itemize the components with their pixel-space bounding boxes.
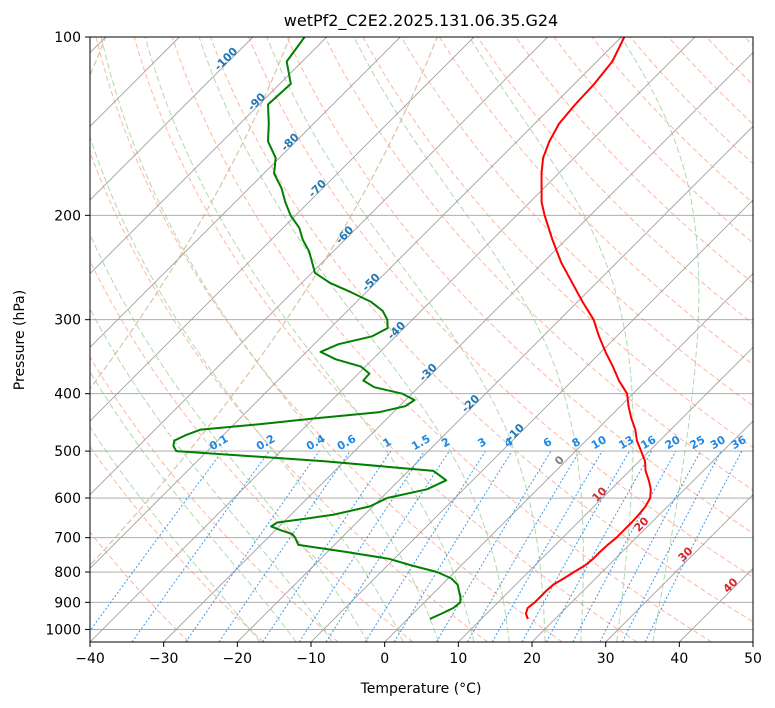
- dry-adiabat-line: [90, 531, 190, 642]
- mixing-ratio-line: [262, 450, 392, 642]
- isotherm-line: [90, 37, 548, 496]
- isotherm-line: [90, 37, 475, 422]
- mixing-ratio-line: [90, 450, 223, 632]
- isotherm-line: [531, 420, 753, 642]
- dry-adiabat-line: [515, 37, 753, 284]
- mixing-ratio-line: [621, 450, 722, 642]
- chart-title: wetPf2_C2E2.2025.131.06.35.G24: [284, 11, 558, 31]
- y-tick-label: 200: [54, 208, 81, 224]
- axes: −40 −30 −20 −10 0 10 20 30 40 50 100 200 300 400 500 60…: [45, 30, 762, 667]
- isotherm-line: [605, 494, 753, 642]
- x-tick-label: 50: [744, 651, 762, 667]
- moist-adiabat-line: [90, 135, 404, 642]
- moist-adiabat-line: [90, 232, 369, 642]
- dewpoint-profile-line: [172, 37, 462, 620]
- dry-adiabat-line: [90, 356, 339, 642]
- y-tick-label: 500: [54, 444, 81, 460]
- dry-adiabat-line: [248, 37, 753, 578]
- mixing-ratio-line: [572, 450, 677, 642]
- x-tick-label: −10: [296, 651, 326, 667]
- isotherm-line: [90, 37, 622, 569]
- isotherm-line: [310, 199, 753, 642]
- moist-adiabat-line: [100, 37, 439, 642]
- x-tick-label: 20: [523, 651, 541, 667]
- isotherm-line: [90, 37, 327, 275]
- x-tick-label: 0: [380, 651, 389, 667]
- mixing-ratio-line: [545, 450, 653, 642]
- moist-adiabat-line: [266, 37, 546, 642]
- moist-adiabat-line: [90, 426, 261, 642]
- y-tick-label: 1000: [45, 622, 81, 638]
- mixing-ratio-line: [325, 450, 450, 642]
- y-tick-label: 900: [54, 595, 81, 611]
- mixing-ratio-line: [521, 450, 630, 642]
- dry-adiabat-line: [210, 37, 753, 623]
- isotherm-line: [384, 273, 753, 642]
- dry-adiabat-line: [438, 37, 753, 366]
- mixing-ratio-line: [393, 450, 513, 642]
- dry-adiabat-line: [90, 445, 264, 642]
- y-tick-label: 100: [54, 30, 81, 46]
- mixing-ratio-line: [491, 450, 603, 642]
- plot-frame: [89, 36, 754, 643]
- isotherm-line: [163, 52, 753, 642]
- y-axis-label: Pressure (hPa): [12, 290, 28, 390]
- curved-reference-line: [90, 37, 438, 567]
- isotherm-line: [458, 346, 753, 642]
- moist-adiabat-line: [353, 37, 584, 642]
- x-tick-label: −30: [149, 651, 179, 667]
- y-tick-label: 300: [54, 313, 81, 329]
- mixing-ratio-line: [298, 450, 425, 642]
- dry-adiabat-line: [133, 37, 638, 642]
- moist-adiabat-line: [620, 37, 700, 642]
- temperature-profile-line: [524, 37, 652, 620]
- moist-adiabat-line: [90, 370, 297, 642]
- y-tick-label: 600: [54, 491, 81, 507]
- y-tick-label: 400: [54, 387, 81, 403]
- isotherm-line: [90, 37, 401, 348]
- isotherm-line: [90, 37, 696, 642]
- x-tick-label: −40: [75, 651, 105, 667]
- dry-adiabat-line: [324, 37, 753, 491]
- mixing-ratio-line: [218, 450, 351, 642]
- x-tick-label: −20: [223, 651, 253, 667]
- isotherm-line: [90, 37, 254, 201]
- x-tick-label: 40: [670, 651, 688, 667]
- mixing-ratio-line: [644, 450, 743, 642]
- isotherm-line: [237, 125, 753, 642]
- moist-adiabat-line: [144, 37, 475, 642]
- dry-adiabat-line: [400, 37, 753, 407]
- x-tick-label: 10: [449, 651, 467, 667]
- mixing-ratio-line: [131, 450, 270, 642]
- dry-adiabat-line: [95, 37, 563, 642]
- y-tick-label: 800: [54, 565, 81, 581]
- mixing-ratio-line: [185, 450, 320, 642]
- x-axis-label: Temperature (°C): [360, 681, 482, 697]
- x-tick-label: 30: [597, 651, 615, 667]
- y-tick-label: 700: [54, 531, 81, 547]
- profile-series: [172, 37, 652, 620]
- dry-adiabat-line: [90, 150, 488, 642]
- dry-adiabat-line: [171, 37, 712, 642]
